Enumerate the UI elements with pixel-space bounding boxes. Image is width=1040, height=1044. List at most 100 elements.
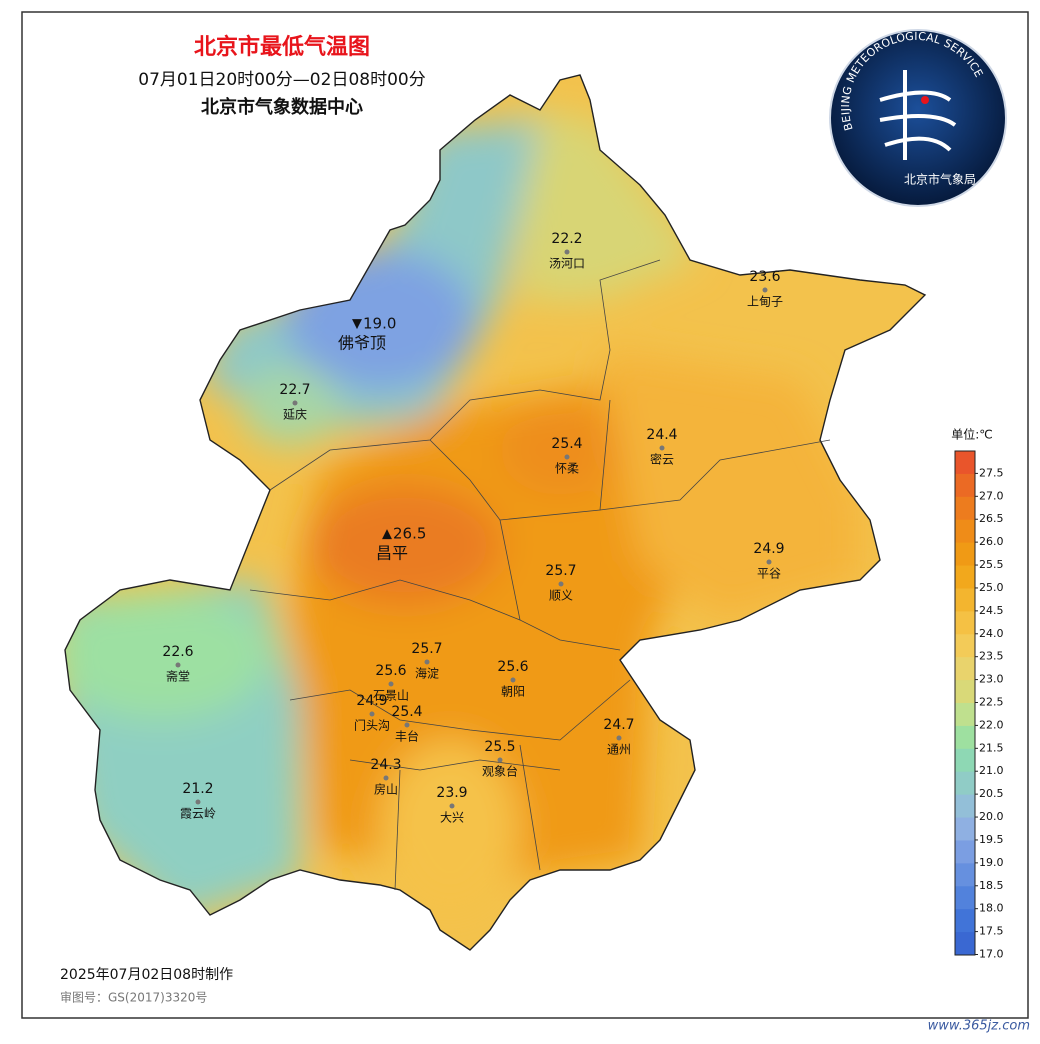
legend-tick-label: 20.0 [979,810,1004,823]
approval-number: 审图号：GS(2017)3320号 [60,990,207,1005]
station: 23.6 上甸子 [747,269,783,309]
station-value: 19.0 [363,315,396,333]
station-dot [383,775,389,781]
legend-tick-label: 18.5 [979,879,1004,892]
legend-swatch [955,451,975,475]
legend-tick-label: 23.0 [979,673,1004,686]
station-name: 石景山 [373,689,409,703]
legend-tick-label: 22.0 [979,718,1004,731]
station: 23.9 大兴 [436,785,467,825]
station: 25.5 观象台 [482,739,518,779]
station-dot [497,757,503,763]
station-dot [558,581,564,587]
station-name: 怀柔 [555,462,579,476]
station-value: 25.7 [411,641,442,657]
station-name: 斋堂 [166,669,190,684]
station-dot [195,799,201,805]
legend-swatch [955,863,975,887]
station-dot [510,677,516,683]
station-name: 房山 [374,782,398,797]
legend-tick-label: 17.5 [979,925,1004,938]
station: 25.6 朝阳 [497,659,528,699]
legend-tick-label: 26.0 [979,535,1004,548]
legend-tick-label: 25.5 [979,558,1004,571]
station-value: 25.6 [375,663,406,679]
legend-tick-label: 22.5 [979,696,1004,709]
station: 22.7 延庆 [279,382,310,422]
station-dot [424,659,430,665]
legend-unit: 单位:℃ [951,427,993,442]
station-dot [766,559,772,565]
watermark: www.365jz.com [928,1019,1030,1034]
station: 25.4 丰台 [391,704,422,744]
station-name: 丰台 [395,729,419,744]
station-value: 26.5 [393,525,426,543]
legend-swatch [955,886,975,910]
station-name: 密云 [650,452,674,467]
map-period: 07月01日20时00分—02日08时00分 [138,70,425,90]
station: 24.9 平谷 [753,541,784,581]
legend-swatch [955,909,975,933]
station-name: 延庆 [283,408,307,422]
legend-swatch [955,611,975,635]
map-source: 北京市气象数据中心 [201,96,363,118]
station-value: 24.9 [356,693,387,709]
legend-tick-label: 24.0 [979,627,1004,640]
station: 25.4 怀柔 [551,436,582,476]
legend-tick-label: 21.5 [979,741,1004,754]
station-dot [404,722,410,728]
station-value: 22.7 [279,382,310,398]
station-value: 24.7 [603,717,634,733]
legend-tick-label: 25.0 [979,581,1004,594]
logo: BEIJING METEOROLOGICAL SERVICE 北京市气象局 [829,29,1007,207]
station-dot [292,400,298,406]
legend-tick-label: 19.5 [979,833,1004,846]
station-name: 通州 [607,743,631,757]
station-name: 海淀 [415,666,439,681]
station-value: 25.5 [484,739,515,755]
station: 24.3 房山 [370,757,401,797]
legend-tick-label: 18.0 [979,902,1004,915]
legend-tick-label: 24.5 [979,604,1004,617]
station-name: 上甸子 [747,295,783,309]
station-name: 佛爷顶 [338,334,386,353]
legend: 单位:℃ 27.5 27.0 26.5 26.0 25.5 25.0 24.5 24.0 23.… [951,427,1003,961]
legend-swatch [955,680,975,704]
legend-swatch [955,932,975,956]
legend-tick-label: 17.0 [979,948,1004,961]
station-marker: ▲ [382,527,392,542]
station-name: 汤河口 [549,257,585,271]
station-value: 22.6 [162,644,193,660]
station: 21.2 霞云岭 [180,781,216,821]
legend-swatch [955,519,975,544]
legend-tick-label: 27.0 [979,489,1004,502]
station-value: 23.9 [436,785,467,801]
legend-swatch [955,634,975,658]
station-name: 霞云岭 [180,807,216,821]
station-value: 24.4 [646,427,677,443]
header: 北京市最低气温图 07月01日20时00分—02日08时00分 北京市气象数据中… [138,34,425,118]
legend-swatch [955,703,975,727]
station: ▲ 26.5昌平 [376,525,426,563]
district-borders [249,259,831,891]
station: 25.6 石景山 [373,663,409,703]
legend-swatch [955,496,975,521]
legend-swatch [955,565,975,589]
legend-tick-label: 27.5 [979,466,1004,479]
legend-swatch [955,840,975,864]
station-dot [175,662,181,668]
legend-swatch [955,771,975,796]
station-value: 23.6 [749,269,780,285]
legend-swatch [955,725,975,750]
station: 25.7 顺义 [545,563,576,603]
legend-swatch [955,473,975,498]
station-value: 25.7 [545,563,576,579]
logo-disc [829,29,1007,207]
legend-swatch [955,817,975,841]
frame [21,11,1029,1019]
station-dot [762,287,768,293]
station-name: 门头沟 [354,718,390,733]
station: 22.2 汤河口 [549,231,585,271]
